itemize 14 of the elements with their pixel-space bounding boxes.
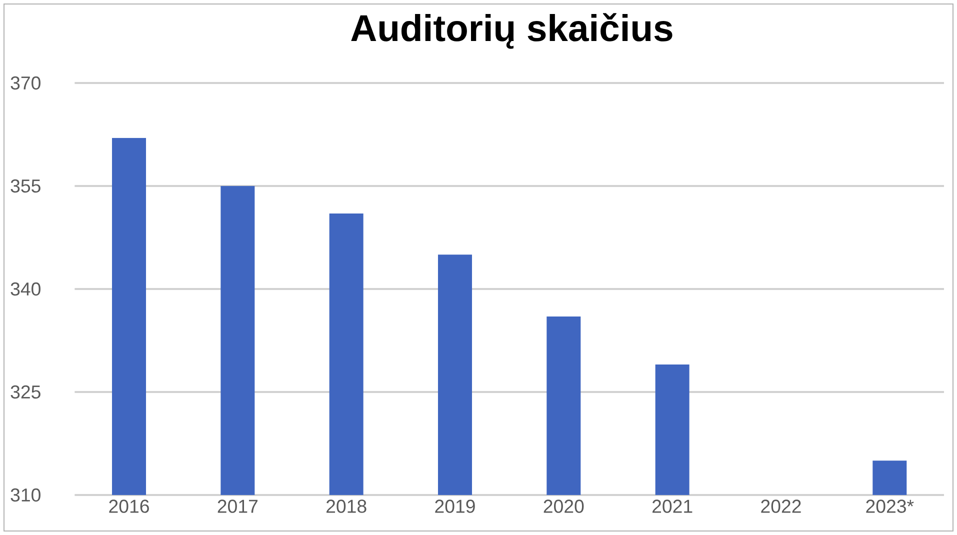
y-tick-label: 340 bbox=[10, 282, 40, 296]
y-tick-label: 325 bbox=[10, 385, 40, 399]
x-tick-label: 2023* bbox=[866, 500, 914, 513]
y-tick-label: 370 bbox=[10, 76, 40, 90]
y-tick-label: 310 bbox=[10, 488, 40, 502]
x-tick-label: 2018 bbox=[326, 500, 366, 513]
x-tick-label: 2019 bbox=[435, 500, 475, 513]
x-tick-label: 2020 bbox=[544, 500, 584, 513]
y-tick-label: 355 bbox=[10, 179, 40, 193]
chart-title: Auditorių skaičius bbox=[351, 13, 672, 49]
x-tick-label: 2016 bbox=[109, 500, 149, 513]
x-tick-label: 2017 bbox=[218, 500, 258, 513]
x-tick-label: 2021 bbox=[652, 500, 692, 513]
x-tick-label: 2022 bbox=[761, 500, 801, 513]
